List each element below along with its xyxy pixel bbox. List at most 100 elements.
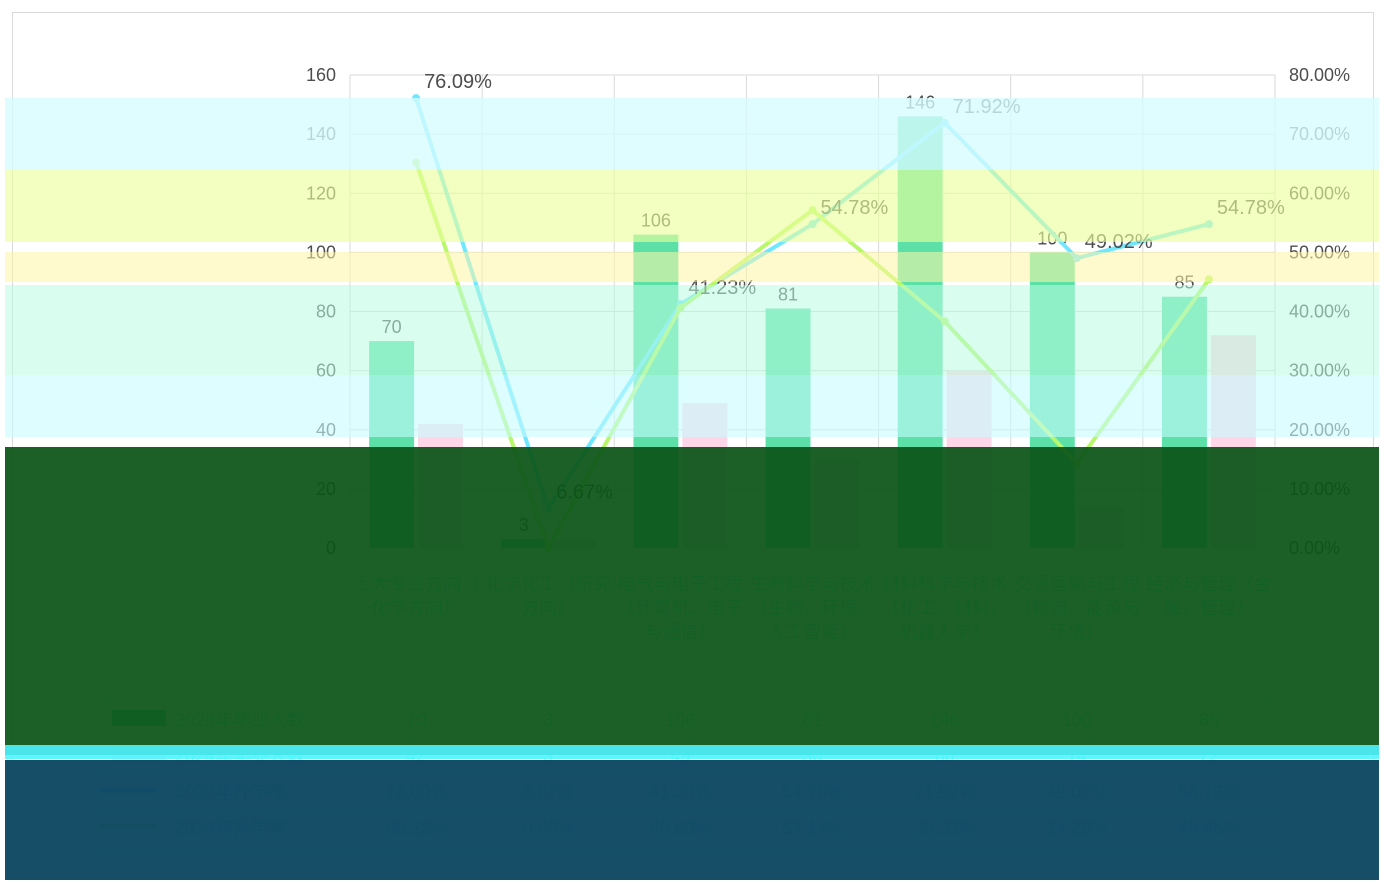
table-cell: 72 — [1199, 746, 1219, 766]
table-cell: 38.33% — [914, 818, 975, 838]
bar-value-label: 106 — [641, 211, 671, 231]
category-label: 经济与管理（金 — [1146, 574, 1272, 594]
category-label: （物流、能源与 — [1014, 598, 1140, 618]
bar-2024 — [946, 370, 992, 548]
line-point — [544, 504, 553, 513]
table-row-label: 2024年升学率 — [175, 818, 287, 838]
bar-2024 — [418, 423, 463, 548]
table-cell: 54.78% — [1178, 782, 1239, 802]
table-cell: 0.00% — [523, 818, 574, 838]
table-cell: 6.67% — [523, 782, 574, 802]
bar-value-label: 70 — [382, 317, 402, 337]
line-value-label: 54.78% — [1217, 197, 1285, 219]
line-point — [1072, 254, 1081, 263]
category-label: 材料科学与技术 — [882, 574, 1008, 594]
bar-2023 — [897, 116, 943, 548]
y-right-tick-label: 40.00% — [1289, 302, 1350, 322]
table-cell: 57.14% — [782, 818, 843, 838]
y-right-tick-label: 70.00% — [1289, 124, 1350, 144]
line-point — [808, 206, 817, 215]
line-point — [676, 303, 685, 312]
category-label: （化工、材料、 — [882, 598, 1008, 618]
table-cell: 65.22% — [386, 818, 447, 838]
line-point — [808, 220, 817, 229]
y-left-tick-label: 20 — [316, 479, 336, 499]
category-label: 与通信） — [644, 622, 716, 642]
bar-2024 — [814, 459, 860, 548]
category-label: 化学方向） — [371, 598, 461, 618]
table-cell: 76.09% — [386, 782, 447, 802]
category-label: 环境） — [1050, 622, 1104, 642]
table-cell: 3 — [543, 746, 553, 766]
table-cell: 85 — [1199, 710, 1219, 730]
line-point — [1072, 459, 1081, 468]
category-label: 人工智能） — [768, 622, 858, 642]
category-label: （生物、环境、 — [750, 598, 876, 618]
bar-2023 — [501, 539, 547, 548]
y-left-tick-label: 0 — [326, 538, 336, 558]
line-value-label: 71.92% — [953, 96, 1021, 118]
table-cell: 60 — [935, 746, 955, 766]
category-label: 交通运输与工程 — [1014, 574, 1140, 594]
y-left-tick-label: 60 — [316, 361, 336, 381]
y-left-tick-label: 80 — [316, 302, 336, 322]
bar-2023 — [765, 308, 811, 548]
y-right-tick-label: 10.00% — [1289, 479, 1350, 499]
table-cell: 49.02% — [1046, 782, 1107, 802]
table-cell: 70 — [406, 710, 426, 730]
line-point — [544, 544, 553, 552]
table-cell: 81 — [802, 710, 822, 730]
table-cell: 41.23% — [650, 782, 711, 802]
line-value-label: 76.09% — [424, 71, 492, 93]
table-row-label: 2023年升学率 — [175, 782, 287, 802]
table-cell: 14.29% — [1046, 818, 1107, 838]
line-value-label: 6.67% — [556, 482, 613, 504]
table-cell: 49 — [670, 746, 690, 766]
table-cell: 42 — [406, 746, 426, 766]
bar-value-label: 81 — [778, 285, 798, 305]
line-value-label: 54.78% — [821, 197, 889, 219]
table-cell: 71.92% — [914, 782, 975, 802]
y-right-tick-label: 60.00% — [1289, 183, 1350, 203]
y-left-tick-label: 100 — [306, 242, 336, 262]
line-value-label: 41.23% — [688, 277, 756, 299]
y-left-tick-label: 120 — [306, 183, 336, 203]
category-label: 上大专业方向（ — [353, 574, 479, 594]
bar-2023 — [1029, 252, 1075, 548]
category-label: （计算机、电子 — [617, 598, 743, 618]
table-legend-swatch — [112, 746, 166, 762]
y-right-tick-label: 30.00% — [1289, 361, 1350, 381]
line-point — [412, 94, 421, 103]
category-label: 机器人学） — [900, 622, 990, 642]
line-point — [940, 317, 949, 326]
line-value-label: 49.02% — [1085, 231, 1153, 253]
bar-value-label: 3 — [519, 515, 529, 535]
table-cell: 40.60% — [650, 818, 711, 838]
line-point — [1204, 220, 1213, 229]
table-row-label: 2024年毕业人数 — [175, 746, 305, 766]
table-legend-swatch — [112, 710, 166, 726]
table-cell: 3 — [543, 710, 553, 730]
category-label: 生命科学与技术 — [750, 574, 876, 594]
y-right-tick-label: 50.00% — [1289, 242, 1350, 262]
bar-value-label: 85 — [1174, 273, 1194, 293]
y-left-tick-label: 40 — [316, 420, 336, 440]
bar-2023 — [633, 234, 679, 548]
y-left-tick-label: 160 — [306, 65, 336, 85]
y-right-tick-label: 20.00% — [1289, 420, 1350, 440]
bar-2024 — [1210, 335, 1256, 548]
category-label: 电气与电子工程 — [617, 574, 743, 594]
line-point — [412, 158, 421, 167]
bar-2023 — [369, 341, 415, 548]
category-label: 融、管理） — [1164, 598, 1254, 618]
table-row-label: 2023年毕业人数 — [175, 710, 305, 730]
bar-2024 — [550, 539, 596, 548]
line-point — [940, 118, 949, 127]
table-cell: 54.78% — [782, 782, 843, 802]
table-cell: 100 — [1062, 710, 1092, 730]
table-cell: 30 — [802, 746, 822, 766]
bar-value-label: 146 — [905, 92, 935, 112]
y-left-tick-label: 140 — [306, 124, 336, 144]
bar-2024 — [1078, 506, 1124, 548]
